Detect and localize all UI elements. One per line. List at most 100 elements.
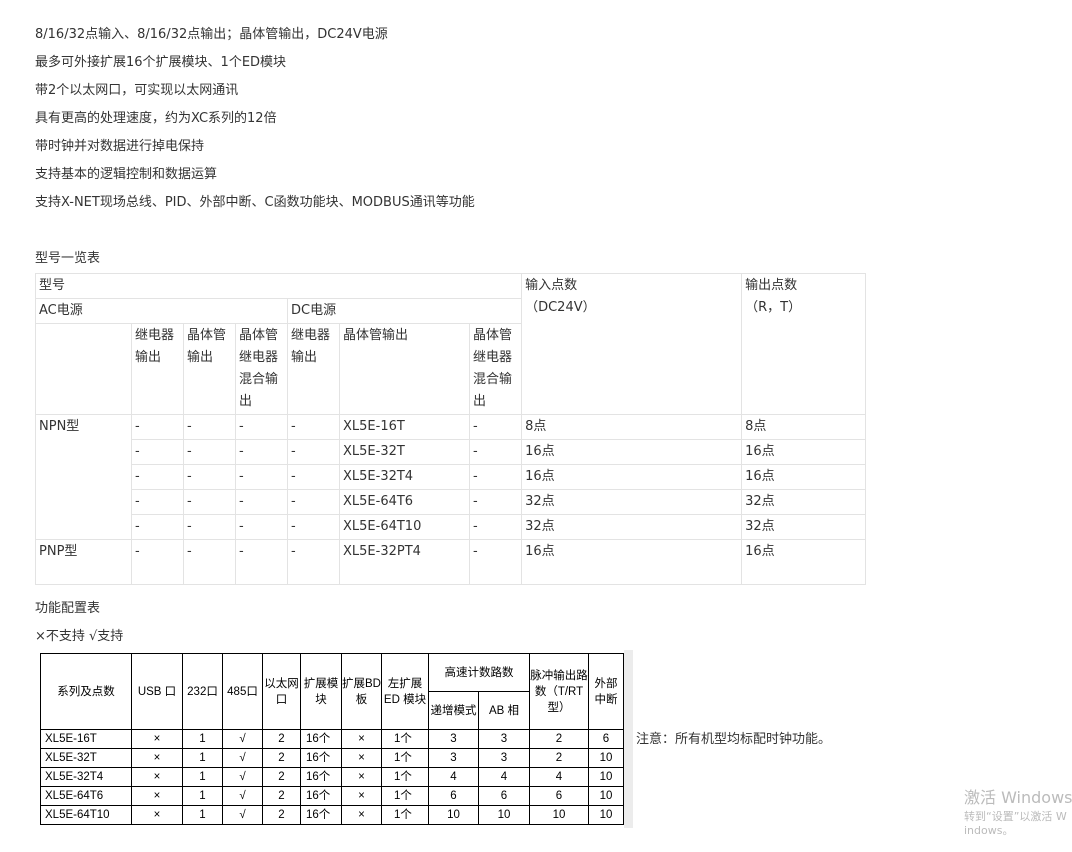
table-cell: 1 [182, 805, 223, 825]
table-cell: - [235, 464, 288, 490]
header-input: 输入点数 （DC24V） [521, 273, 743, 415]
table-cell: XL5E-32T4 [339, 464, 470, 490]
transistor-type: NPN型 [35, 414, 132, 540]
image-edge [624, 650, 633, 828]
table-cell: 16个 [300, 748, 342, 768]
table-cell: 10 [428, 805, 479, 825]
table-cell: 16个 [300, 805, 342, 825]
table-cell: XL5E-32T4 [40, 767, 132, 787]
table-cell: - [468, 439, 523, 465]
table-cell: √ [222, 786, 263, 806]
table-cell: XL5E-32PT4 [339, 539, 470, 585]
table-cell: 16点 [521, 464, 743, 490]
table-cell: 1 [182, 786, 223, 806]
func-header: 外部中断 [588, 653, 624, 730]
func-subheader: AB 相 [478, 691, 530, 730]
func-header: 脉冲输出路数（T/RT型） [529, 653, 589, 730]
header-model: 型号 [34, 273, 523, 299]
table-cell: 1 [182, 748, 223, 768]
func-header: 扩展BD板 [341, 653, 382, 730]
table-cell: 10 [588, 767, 624, 787]
table-row: XL5E-64T6 × 1 √ 2 16个 × 1个 6 6 6 10 [40, 786, 624, 806]
table-cell: 8点 [741, 414, 867, 440]
header-sub: 晶体管继电器混合输出 [468, 323, 523, 415]
table-cell: × [341, 805, 382, 825]
table-cell: - [131, 464, 184, 490]
table-cell: 32点 [521, 489, 743, 515]
activation-watermark-title: 激活 Windows [964, 788, 1072, 807]
func-legend: ×不支持 √支持 [35, 629, 124, 644]
table-cell: 1个 [381, 805, 429, 825]
table-cell: 6 [428, 786, 479, 806]
table-cell: XL5E-16T [339, 414, 470, 440]
table-cell: 1个 [381, 786, 429, 806]
header-output: 输出点数 （R，T） [741, 273, 867, 415]
table-cell: 16个 [300, 786, 342, 806]
feature-item: 具有更高的处理速度，约为XC系列的12倍 [35, 111, 277, 126]
table-cell: - [235, 439, 288, 465]
feature-item: 带2个以太网口，可实现以太网通讯 [35, 83, 239, 98]
table-cell: × [341, 729, 382, 749]
header-sub: 晶体管输出 [183, 323, 236, 415]
func-header: 以太网口 [262, 653, 301, 730]
header-input-label: 输入点数 [525, 278, 578, 293]
table-cell: 1个 [381, 729, 429, 749]
table-row: PNP型 - - - - XL5E-32PT4-16点 16点 [35, 539, 867, 585]
header-sub: 继电器输出 [131, 323, 184, 415]
header-dc: DC电源 [286, 298, 523, 324]
table-cell: 6 [529, 786, 589, 806]
table-cell: × [341, 767, 382, 787]
table-cell: - [131, 414, 184, 440]
table-cell: 1个 [381, 748, 429, 768]
table-cell: - [287, 464, 340, 490]
feature-item: 支持基本的逻辑控制和数据运算 [35, 167, 218, 182]
header-sub: 晶体管继电器混合输出 [235, 323, 288, 415]
table-cell: √ [222, 767, 263, 787]
table-cell: 10 [478, 805, 530, 825]
table-cell: XL5E-64T6 [339, 489, 470, 515]
table-cell: 3 [428, 748, 479, 768]
table-cell: 2 [262, 748, 301, 768]
table-cell: 16点 [521, 539, 743, 585]
activation-watermark-subtitle: 转到“设置”以激活 Windows。 [964, 810, 1067, 837]
table-cell: 32点 [521, 514, 743, 540]
table-cell: - [183, 489, 236, 515]
table-cell: 16点 [521, 439, 743, 465]
table-cell: - [183, 414, 236, 440]
table-cell: XL5E-64T6 [40, 786, 132, 806]
header-ac: AC电源 [35, 298, 288, 324]
table-cell: × [341, 786, 382, 806]
header-output-label: 输出点数 [745, 278, 798, 293]
table-row: - - - - XL5E-64T6-32点 32点 [36, 489, 867, 515]
clock-note: 注意：所有机型均标配时钟功能。 [636, 732, 832, 747]
table-cell: 3 [428, 729, 479, 749]
header-sub: 晶体管输出 [339, 323, 470, 415]
feature-item: 最多可外接扩展16个扩展模块、1个ED模块 [35, 55, 287, 70]
table-cell: 2 [262, 805, 301, 825]
table-row: - - - - XL5E-32T -16点 16点 [36, 439, 867, 465]
table-cell: 4 [529, 767, 589, 787]
table-cell: XL5E-16T [40, 729, 132, 749]
table-cell: 16点 [741, 439, 867, 465]
table-cell: - [235, 539, 288, 585]
table-cell: XL5E-32T [339, 439, 470, 465]
table-cell: - [183, 464, 236, 490]
func-header: USB 口 [131, 653, 183, 730]
func-header: 485口 [222, 653, 263, 730]
function-table: 系列及点数 USB 口 232口 485口 以太网口 扩展模块 扩展BD板 左扩… [40, 653, 624, 825]
feature-item: 带时钟并对数据进行掉电保持 [35, 139, 205, 154]
table-cell: - [468, 489, 523, 515]
header-input-sub: （DC24V） [525, 300, 596, 315]
table-cell: × [341, 748, 382, 768]
table-cell: 3 [478, 729, 530, 749]
table-cell: 16点 [741, 464, 867, 490]
table-cell: 16点 [741, 539, 867, 585]
table-cell: - [468, 464, 523, 490]
model-table-title: 型号一览表 [35, 251, 101, 266]
table-cell: × [131, 767, 183, 787]
table-cell: × [131, 786, 183, 806]
table-cell: √ [222, 748, 263, 768]
table-cell: - [235, 414, 288, 440]
table-row: XL5E-64T10 × 1 √ 2 16个 × 1个 10 10 10 10 [40, 805, 624, 825]
table-cell: 6 [588, 729, 624, 749]
